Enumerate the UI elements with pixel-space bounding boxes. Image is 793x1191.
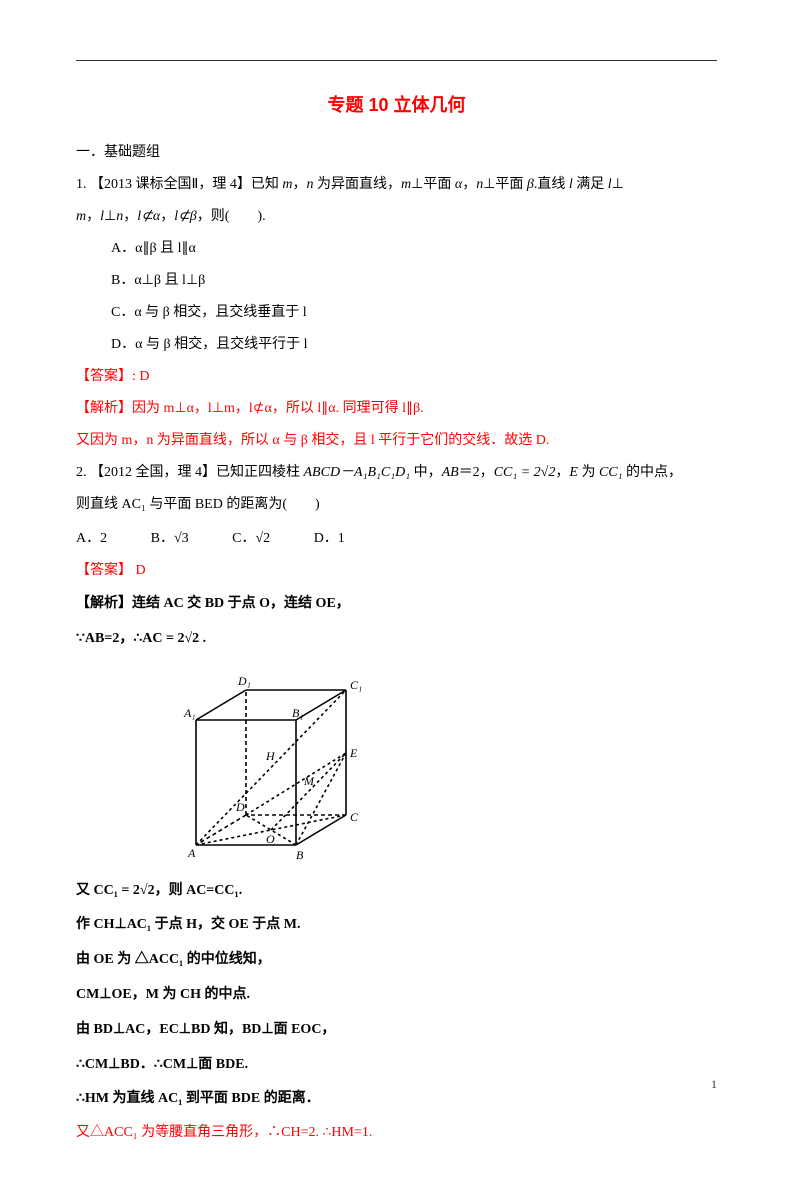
top-rule: [76, 60, 717, 61]
q1-answer: 【答案】: D: [76, 363, 717, 391]
q2-optB: B．√3: [151, 525, 189, 553]
q2-sol6: CM⊥OE，M 为 CH 的中点.: [76, 980, 717, 1011]
t: E: [569, 465, 578, 480]
q2-stem-line1: 2. 【2012 全国，理 4】已知正四棱柱 ABCD－A₁B₁C₁D₁ 中，A…: [76, 459, 717, 487]
t: ＝2，: [459, 465, 494, 480]
q1-t7: .直线: [534, 177, 569, 192]
q1-optC: C．α 与 β 相交，且交线垂直于 l: [76, 299, 717, 327]
lbl-H: H: [265, 749, 276, 763]
q2-sol1: 【解析】连结 AC 交 BD 于点 O，连结 OE，: [76, 589, 717, 620]
q1-stem-line1: 1. 【2013 课标全国Ⅱ，理 4】已知 m，n 为异面直线，m⊥平面 α，n…: [76, 171, 717, 199]
q2-sol7: 由 BD⊥AC，EC⊥BD 知，BD⊥面 EOC，: [76, 1015, 717, 1046]
q1-t5: ，: [462, 177, 476, 192]
t: 2. 【2012 全国，理 4】已知正四棱柱: [76, 465, 304, 480]
q1-stem-line2: m，l⊥n，l⊄α，l⊄β，则( ).: [76, 203, 717, 231]
t: l⊄α: [137, 209, 160, 224]
t: CC₁ = 2√2: [494, 465, 556, 480]
q1-analysis1: 【解析】因为 m⊥α，l⊥m，l⊄α，所以 l∥α. 同理可得 l∥β.: [76, 395, 717, 423]
t: l⊄β: [174, 209, 197, 224]
q2-stem-line2: 则直线 AC₁ 与平面 BED 的距离为( ): [76, 491, 717, 519]
q1-t4: ⊥平面: [411, 177, 455, 192]
q2-optA: A．2: [76, 525, 107, 553]
section-heading: 一．基础题组: [76, 139, 717, 167]
t: ，: [160, 209, 174, 224]
q2-sol10: 又△ACC₁ 为等腰直角三角形，∴CH=2. ∴HM=1.: [76, 1119, 717, 1147]
q1-t6: ⊥平面: [483, 177, 527, 192]
lbl-A: A: [187, 846, 196, 860]
q1-t9: ⊥: [612, 177, 624, 192]
lbl-C: C: [350, 810, 359, 824]
t: ，: [86, 209, 100, 224]
q1-optD: D．α 与 β 相交，且交线平行于 l: [76, 331, 717, 359]
t: CC₁: [599, 465, 623, 480]
q1-t1: 1. 【2013 课标全国Ⅱ，理 4】已知: [76, 177, 282, 192]
q1-b: β: [527, 177, 534, 192]
lbl-M: M: [303, 774, 315, 788]
t: ABCD－A₁B₁C₁D₁: [304, 465, 411, 480]
cube-diagram: A B C D A₁ B₁ C₁ D₁ O E H M: [166, 665, 386, 865]
t: 中，: [410, 465, 442, 480]
page-title: 专题 10 立体几何: [76, 91, 717, 117]
lbl-E: E: [349, 746, 358, 760]
t: ，则( ).: [197, 209, 266, 224]
q2-sol2: ∵AB=2，∴AC = 2√2 .: [76, 624, 717, 655]
q1-optB: B．α⊥β 且 l⊥β: [76, 267, 717, 295]
q2-sol5: 由 OE 为 △ACC₁ 的中位线知，: [76, 945, 717, 976]
lbl-D1: D₁: [237, 674, 251, 688]
q1-analysis2: 又因为 m，n 为异面直线，所以 α 与 β 相交，且 l 平行于它们的交线．故…: [76, 427, 717, 455]
q2-choices: A．2 B．√3 C．√2 D．1: [76, 525, 717, 553]
q1-n: n: [307, 177, 314, 192]
q1-m3: m: [76, 209, 86, 224]
t: AB: [442, 465, 459, 480]
t: ⊥: [104, 209, 116, 224]
q1-t8: 满足: [573, 177, 608, 192]
lbl-D: D: [235, 800, 245, 814]
page-number: 1: [711, 1077, 717, 1092]
lbl-A1: A₁: [183, 706, 196, 720]
q1-t3: 为异面直线，: [314, 177, 402, 192]
q1-m: m: [282, 177, 292, 192]
lbl-O: O: [266, 832, 275, 846]
q2-answer: 【答案】 D: [76, 557, 717, 585]
q1-t2: ，: [293, 177, 307, 192]
t: ，: [123, 209, 137, 224]
lbl-C1: C₁: [350, 678, 362, 692]
lbl-B: B: [296, 848, 304, 862]
q2-sol8: ∴CM⊥BD．∴CM⊥面 BDE.: [76, 1050, 717, 1081]
t: 为: [578, 465, 599, 480]
q2-optC: C．√2: [232, 525, 270, 553]
q2-optD: D．1: [314, 525, 345, 553]
q1-m2: m: [401, 177, 411, 192]
t: ，: [555, 465, 569, 480]
t: 的中点，: [622, 465, 682, 480]
t: 【解析】连结 AC 交 BD 于点 O，连结 OE，: [76, 596, 350, 611]
q2-sol3: 又 CC₁ = 2√2，则 AC=CC₁.: [76, 876, 717, 907]
lbl-B1: B₁: [292, 706, 304, 720]
q2-sol9: ∴HM 为直线 AC₁ 到平面 BDE 的距离．: [76, 1084, 717, 1115]
q1-optA: A．α∥β 且 l∥α: [76, 235, 717, 263]
q2-sol4: 作 CH⊥AC₁ 于点 H，交 OE 于点 M.: [76, 910, 717, 941]
